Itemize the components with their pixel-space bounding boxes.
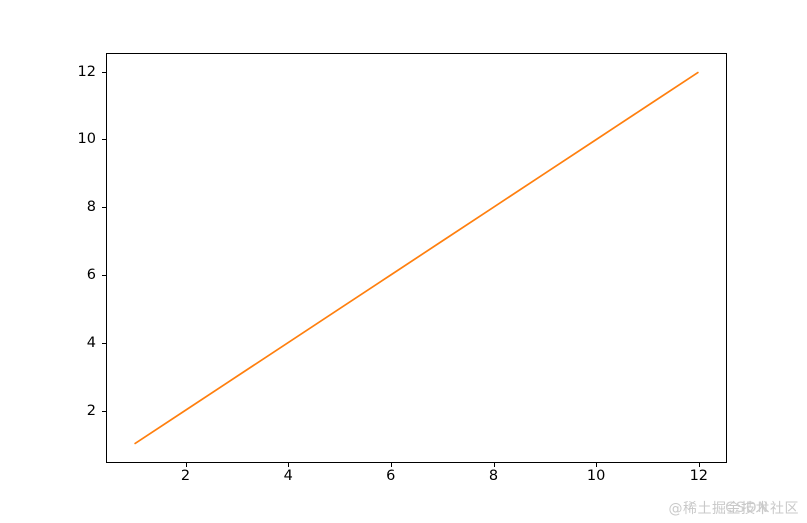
watermark: CSDN @稀土掘金技术社区 xyxy=(629,497,799,519)
x-tick-mark xyxy=(288,463,290,467)
x-tick-mark xyxy=(185,463,187,467)
x-tick-label: 8 xyxy=(488,468,499,484)
y-tick-label: 6 xyxy=(86,266,96,283)
x-tick-mark xyxy=(493,463,495,467)
x-tick-label: 12 xyxy=(689,468,709,484)
y-tick-mark xyxy=(102,71,106,73)
y-tick-label: 2 xyxy=(86,402,96,419)
plot-axes xyxy=(106,53,727,463)
x-tick-label: 4 xyxy=(283,468,293,484)
x-tick-mark xyxy=(698,463,700,467)
y-tick-mark xyxy=(102,410,106,412)
y-tick-mark xyxy=(102,207,106,209)
data-line-1 xyxy=(135,73,698,444)
y-tick-mark xyxy=(102,342,106,344)
y-tick-mark xyxy=(102,139,106,141)
watermark-csdn-text: CSDN xyxy=(725,500,769,516)
y-tick-mark xyxy=(102,274,106,276)
x-tick-mark xyxy=(390,463,392,467)
x-tick-label: 10 xyxy=(586,468,606,484)
x-tick-label: 6 xyxy=(386,468,396,484)
watermark-juejin-text: @稀土掘金技术社区 xyxy=(668,501,799,517)
y-tick-label: 4 xyxy=(86,334,96,351)
x-tick-mark xyxy=(596,463,598,467)
y-tick-label: 12 xyxy=(77,63,96,80)
x-tick-label: 2 xyxy=(180,468,191,484)
y-tick-label: 8 xyxy=(86,198,96,215)
plot-line-svg xyxy=(107,54,726,462)
y-tick-label: 10 xyxy=(77,131,96,148)
